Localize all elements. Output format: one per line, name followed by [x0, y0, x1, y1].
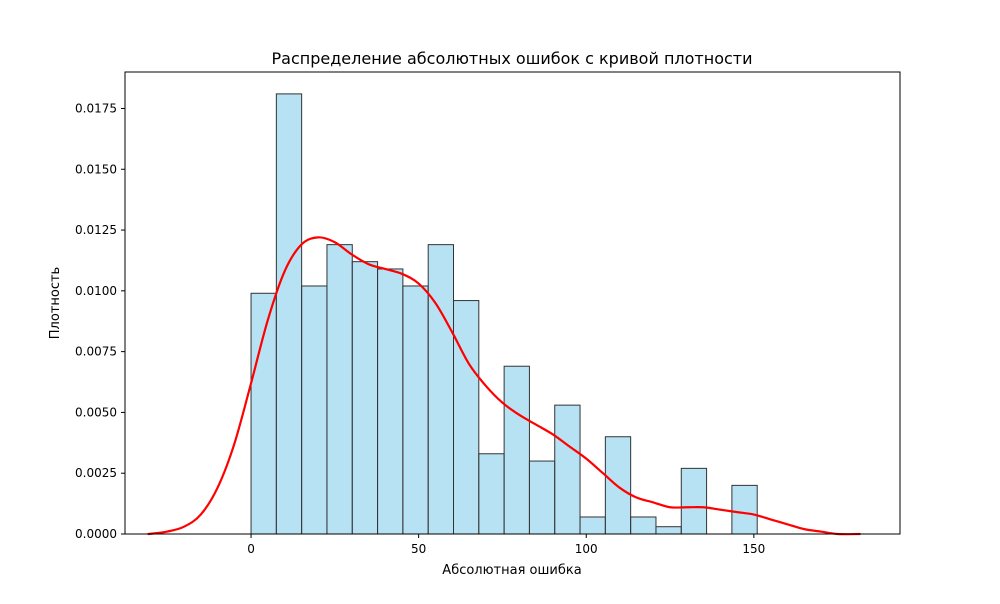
histogram-bar [655, 526, 682, 535]
y-tick-label: 0.0125 [75, 223, 117, 237]
y-tick-label: 0.0000 [75, 527, 117, 541]
chart-title: Распределение абсолютных ошибок с кривой… [272, 49, 753, 68]
histogram-bar [630, 516, 657, 535]
histogram-bars [250, 93, 758, 535]
density-curve [147, 236, 861, 536]
y-axis-label: Плотность [48, 267, 63, 339]
y-tick-label: 0.0025 [75, 466, 117, 480]
y-tick-label: 0.0100 [75, 284, 117, 298]
x-tick-label: 50 [411, 542, 426, 556]
histogram-bar [478, 453, 505, 535]
histogram-bar [351, 261, 379, 535]
histogram-bar [731, 484, 758, 535]
histogram-bar [326, 244, 353, 535]
histogram-bar [427, 244, 455, 535]
histogram-bar [554, 404, 581, 535]
y-tick-label: 0.0175 [75, 101, 117, 115]
histogram-bar [579, 516, 606, 535]
histogram-bar [453, 300, 480, 535]
plot-frame [124, 71, 901, 535]
y-tick-label: 0.0050 [75, 405, 117, 419]
x-tick-label: 0 [247, 542, 255, 556]
histogram-bar [402, 285, 429, 535]
y-axis-ticks: 0.0000 0.0025 0.0050 0.0075 0.0100 0.0125 0.01… [75, 101, 125, 541]
histogram-bar [503, 365, 530, 535]
histogram-bar [250, 292, 277, 535]
x-axis-ticks: 0 50 100 150 [247, 534, 765, 556]
x-tick-label: 100 [575, 542, 598, 556]
y-tick-label: 0.0075 [75, 345, 117, 359]
histogram-bar [680, 467, 708, 535]
y-tick-label: 0.0150 [75, 162, 117, 176]
density-curve-layer [147, 236, 861, 536]
histogram-bar [275, 93, 303, 535]
x-tick-label: 150 [742, 542, 765, 556]
histogram-bar [301, 285, 328, 535]
histogram-bar [377, 268, 404, 535]
histogram-bar [528, 460, 556, 535]
x-axis-label: Абсолютная ошибка [442, 563, 581, 578]
